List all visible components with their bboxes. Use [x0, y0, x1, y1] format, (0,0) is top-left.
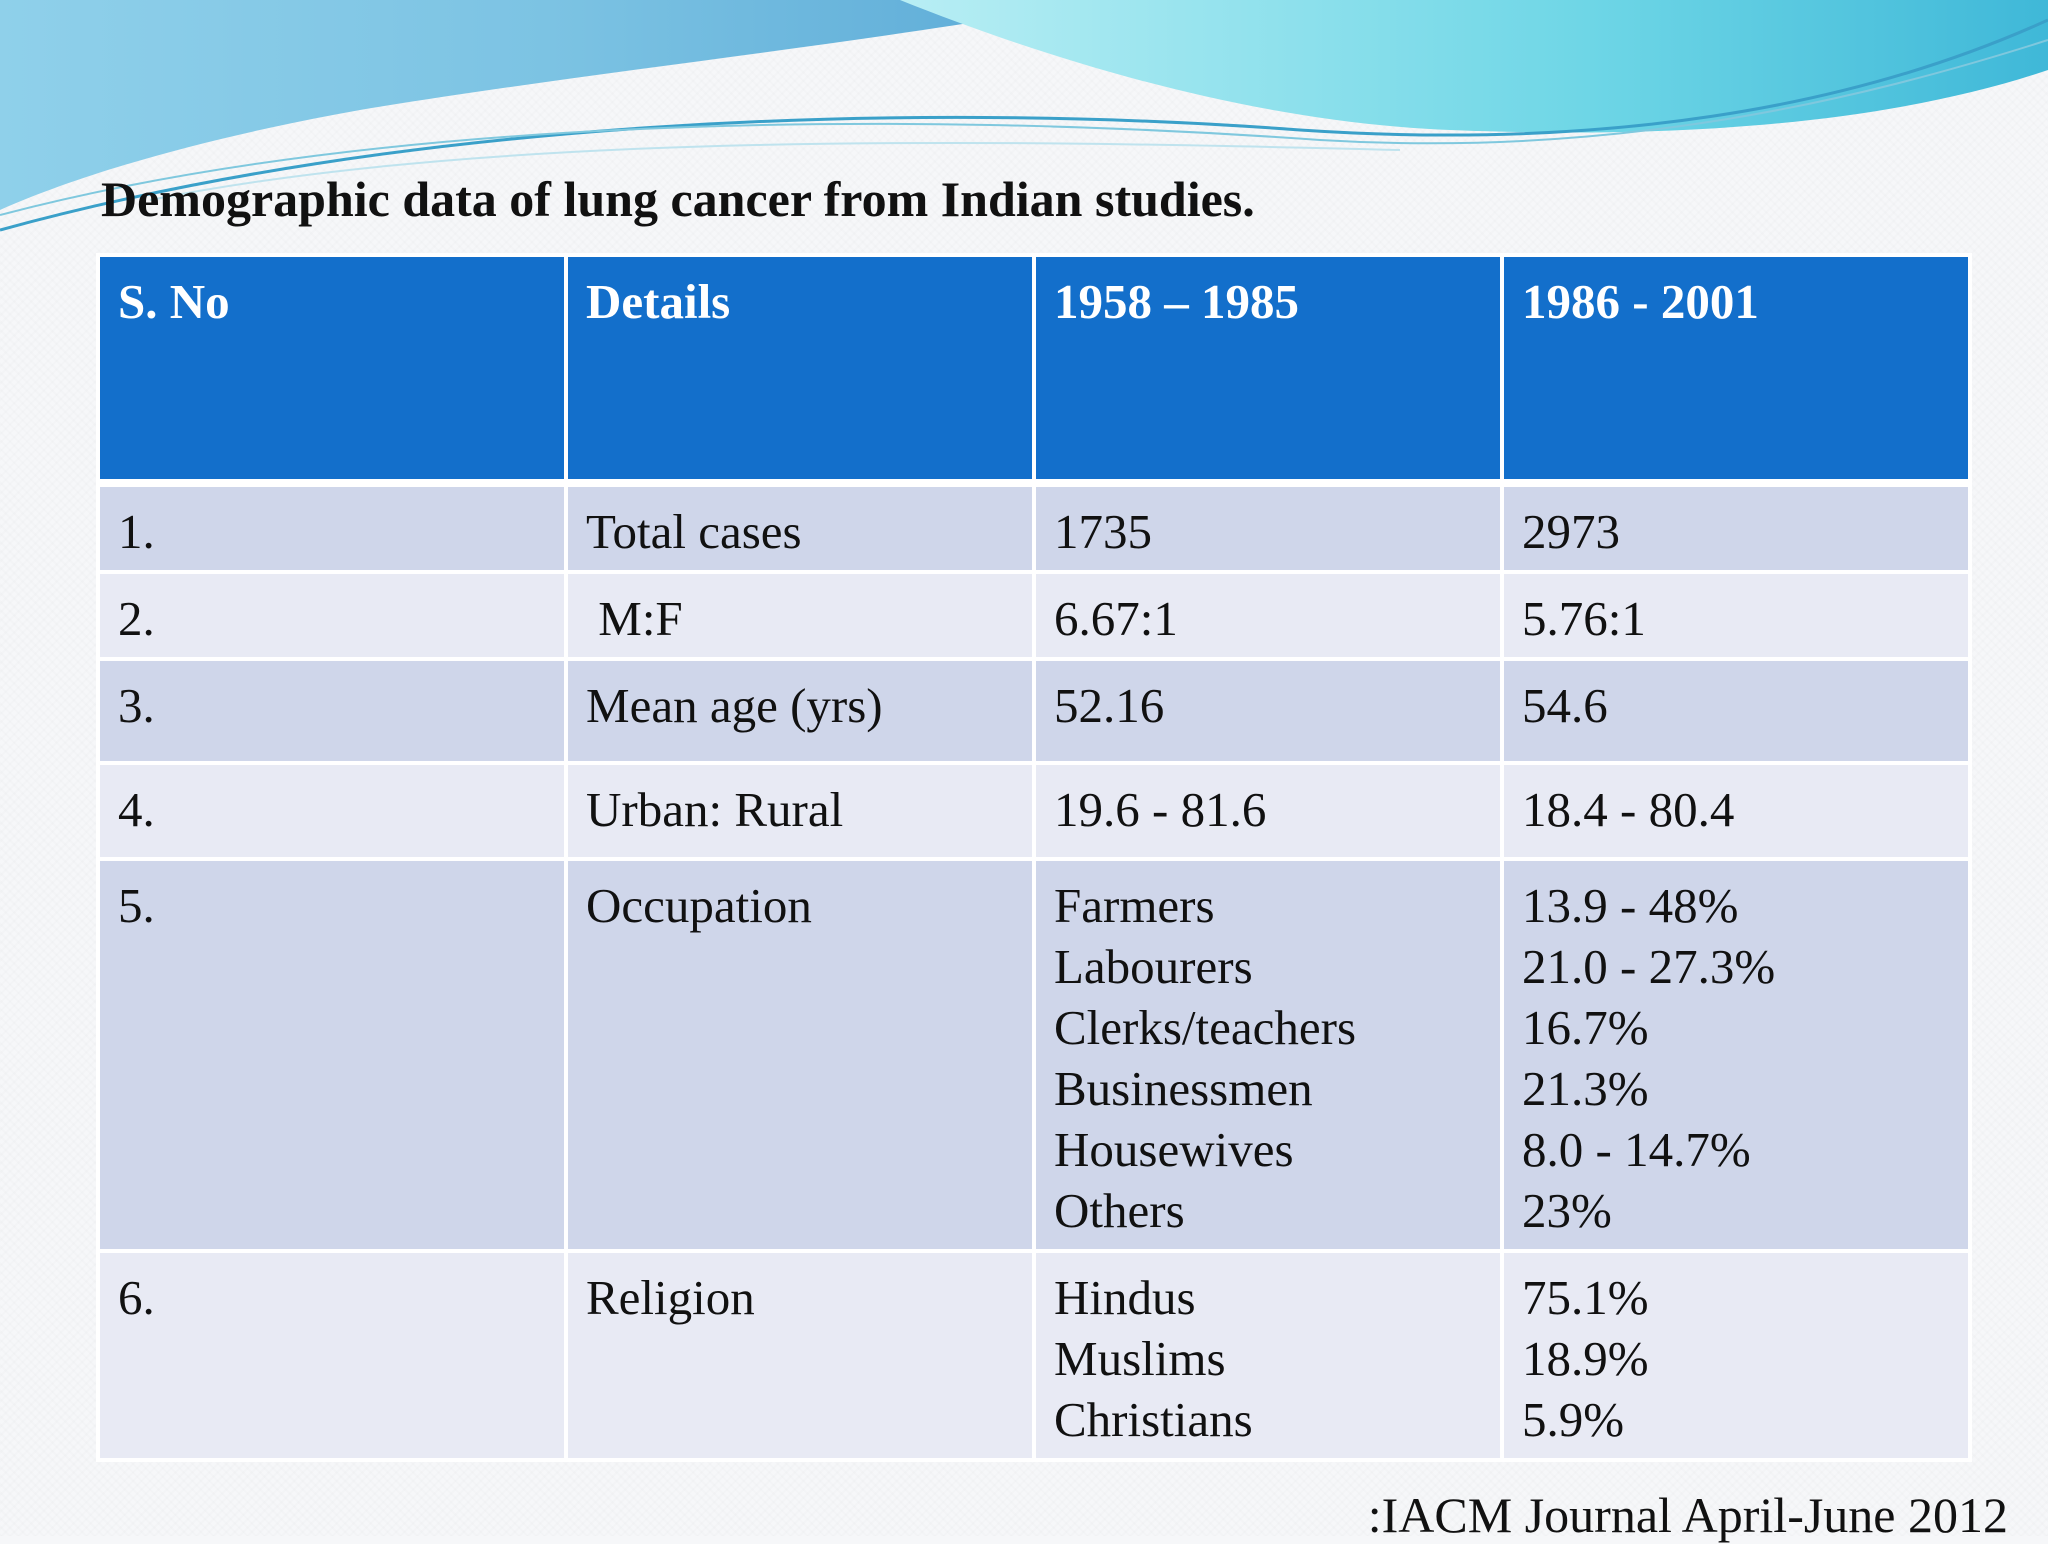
header-period-1958-1985: 1958 – 1985 [1032, 253, 1504, 485]
header-swoosh-decoration [0, 0, 2048, 232]
table-row: 6. Religion Hindus Muslims Christians 75… [96, 1249, 1972, 1462]
cell-detail: Religion [564, 1249, 1036, 1462]
list-item: Businessmen [1054, 1061, 1313, 1116]
list-item: 75.1% [1522, 1270, 1649, 1325]
slide-title: Demographic data of lung cancer from Ind… [101, 171, 1255, 227]
list-item: 13.9 - 48% [1522, 878, 1739, 933]
list-item: Christians [1054, 1392, 1253, 1447]
list-item: 21.0 - 27.3% [1522, 939, 1776, 994]
list-item: Housewives [1054, 1122, 1294, 1177]
cell-detail: M:F [564, 570, 1036, 661]
list-item: Muslims [1054, 1331, 1226, 1386]
source-citation: :IACM Journal April-June 2012 [1367, 1487, 2008, 1543]
cell-sno: 5. [96, 857, 568, 1253]
demographic-data-table: S. No Details 1958 – 1985 1986 - 2001 1.… [96, 253, 1972, 1462]
header-details: Details [564, 253, 1036, 485]
cell-sno: 4. [96, 761, 568, 861]
cell-sno: 2. [96, 570, 568, 661]
list-item: 8.0 - 14.7% [1522, 1122, 1751, 1177]
cell-period-1: 52.16 [1032, 657, 1504, 765]
list-item: 5.9% [1522, 1392, 1625, 1447]
list-item: 18.9% [1522, 1331, 1649, 1386]
table-row: 2. M:F 6.67:1 5.76:1 [96, 570, 1972, 661]
table-row: 3. Mean age (yrs) 52.16 54.6 [96, 657, 1972, 765]
cell-detail: Total cases [564, 481, 1036, 574]
cell-detail: Mean age (yrs) [564, 657, 1036, 765]
cell-detail: Occupation [564, 857, 1036, 1253]
cell-period-2: 5.76:1 [1500, 570, 1972, 661]
list-item: Labourers [1054, 939, 1253, 994]
cell-period-1: Hindus Muslims Christians [1032, 1249, 1504, 1462]
cell-period-1: 1735 [1032, 481, 1504, 574]
header-period-1986-2001: 1986 - 2001 [1500, 253, 1972, 485]
list-item: 23% [1522, 1183, 1612, 1238]
list-item: Others [1054, 1183, 1185, 1238]
cell-period-1: Farmers Labourers Clerks/teachers Busine… [1032, 857, 1504, 1253]
cell-period-2: 2973 [1500, 481, 1972, 574]
table-row: 5. Occupation Farmers Labourers Clerks/t… [96, 857, 1972, 1253]
list-item: 21.3% [1522, 1061, 1649, 1116]
list-item: Hindus [1054, 1270, 1196, 1325]
cell-sno: 1. [96, 481, 568, 574]
list-item: Farmers [1054, 878, 1215, 933]
header-sno: S. No [96, 253, 568, 485]
cell-sno: 3. [96, 657, 568, 765]
cell-period-2: 75.1% 18.9% 5.9% [1500, 1249, 1972, 1462]
cell-period-1: 19.6 - 81.6 [1032, 761, 1504, 861]
cell-period-2: 18.4 - 80.4 [1500, 761, 1972, 861]
cell-sno: 6. [96, 1249, 568, 1462]
list-item: Clerks/teachers [1054, 1000, 1357, 1055]
cell-detail: Urban: Rural [564, 761, 1036, 861]
cell-period-2: 54.6 [1500, 657, 1972, 765]
cell-period-1: 6.67:1 [1032, 570, 1504, 661]
table-body: 1. Total cases 1735 2973 2. M:F 6.67:1 5… [96, 481, 1972, 1462]
list-item: 16.7% [1522, 1000, 1649, 1055]
cell-period-2: 13.9 - 48% 21.0 - 27.3% 16.7% 21.3% 8.0 … [1500, 857, 1972, 1253]
table-header-row: S. No Details 1958 – 1985 1986 - 2001 [96, 253, 1972, 485]
table-row: 1. Total cases 1735 2973 [96, 481, 1972, 574]
table-row: 4. Urban: Rural 19.6 - 81.6 18.4 - 80.4 [96, 761, 1972, 861]
